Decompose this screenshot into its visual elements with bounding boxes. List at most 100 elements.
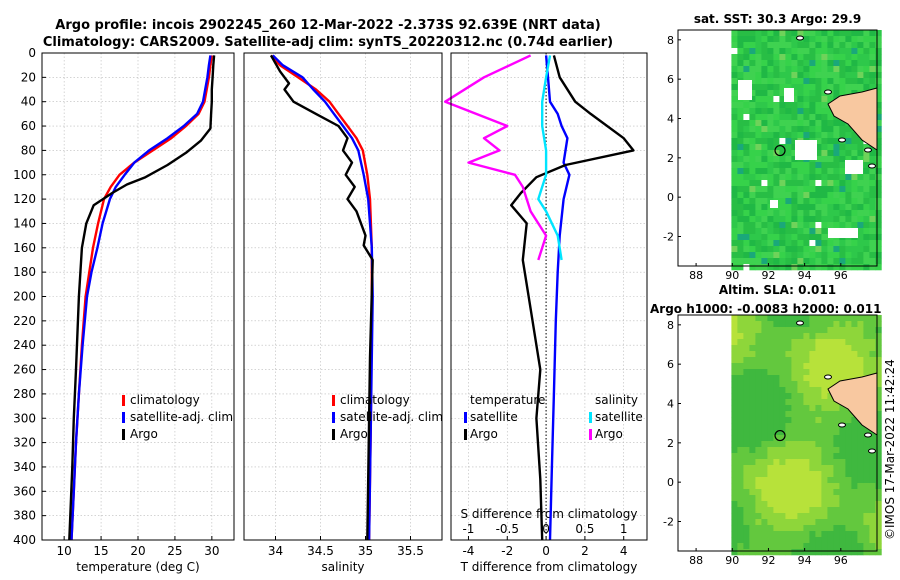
- sst_map-cell: [773, 48, 780, 55]
- sla_map-cell: [869, 435, 876, 442]
- sla_map-cell: [809, 525, 816, 532]
- sla_map-cell: [779, 345, 786, 352]
- sla_map-cell: [827, 549, 834, 556]
- sst_map-cell: [767, 102, 774, 109]
- sst_map-cell: [791, 252, 798, 259]
- sst_map-cell: [845, 78, 852, 85]
- sla_map-ytick-label-5: 8: [667, 319, 674, 332]
- sla_map-cell: [851, 327, 858, 334]
- sla_map-cell: [785, 549, 792, 556]
- sla_map-cell: [845, 435, 852, 442]
- sla_map-cell: [839, 501, 846, 508]
- sst_map-cell: [833, 90, 840, 97]
- sst_map-cell: [761, 102, 768, 109]
- sst_map-cell: [731, 180, 738, 187]
- sst_map-cell: [779, 66, 786, 73]
- sst_map-cell: [857, 258, 864, 265]
- sla_map-cell: [755, 519, 762, 526]
- sst_map-cell: [863, 204, 870, 211]
- sla_map-cell: [755, 417, 762, 424]
- sst_map-cell: [767, 246, 774, 253]
- sst_map-cell: [803, 228, 810, 235]
- sst_map-cell: [779, 240, 786, 247]
- sla_map-cell: [737, 357, 744, 364]
- sla_map-cell: [845, 537, 852, 544]
- depth-ytick-label-7: 140: [13, 216, 36, 230]
- sst_map-cell: [743, 48, 750, 55]
- sla_map-cell: [839, 483, 846, 490]
- sla_map-cell: [815, 405, 822, 412]
- sla_map-cell: [755, 405, 762, 412]
- sla_map-cell: [815, 417, 822, 424]
- sla_map-cell: [767, 411, 774, 418]
- sst_map-cell: [731, 84, 738, 91]
- sst_map-cell: [791, 180, 798, 187]
- sst_map-cell: [731, 162, 738, 169]
- sla_map-cell: [875, 513, 882, 520]
- header-title-line1: Argo profile: incois 2902245_260 12-Mar-…: [55, 18, 600, 33]
- sst_map-cell: [863, 252, 870, 259]
- sla_map-cell: [839, 495, 846, 502]
- difference-legend-t-swatch-0: [464, 412, 467, 423]
- sst_map-cell: [845, 126, 852, 133]
- sla_map-cell: [767, 405, 774, 412]
- sla_map-cell: [809, 507, 816, 514]
- sla_map-cell: [857, 321, 864, 328]
- sla_map-island-1: [824, 374, 832, 380]
- sst_map-cell: [755, 42, 762, 49]
- sla_map-cell: [737, 549, 744, 556]
- sst_map-cell: [767, 126, 774, 133]
- sla_map-cell: [821, 465, 828, 472]
- sla_map-cell: [767, 363, 774, 370]
- sst_map-cell: [875, 66, 882, 73]
- salinity-frame: [243, 52, 443, 541]
- sst_map-cell: [749, 60, 756, 67]
- sla_map-cell: [737, 327, 744, 334]
- sst_map-cell: [809, 222, 816, 229]
- sst_map-argo-marker: [774, 144, 786, 157]
- sst_map-cell: [785, 66, 792, 73]
- sla_map-cell: [755, 447, 762, 454]
- sla_map-cell: [845, 447, 852, 454]
- sla_map-cell: [773, 435, 780, 442]
- sst_map-cell: [815, 90, 822, 97]
- sla_map-cell: [743, 381, 750, 388]
- sst_map-cell: [815, 102, 822, 109]
- sla_map-cell: [809, 417, 816, 424]
- sla_map-cell: [833, 477, 840, 484]
- sst_map-cell: [761, 204, 768, 211]
- sla_map-cell: [875, 417, 882, 424]
- difference-series-3: [444, 54, 548, 261]
- sla_map-cell: [869, 483, 876, 490]
- sla_map-cell: [803, 537, 810, 544]
- sst_map-cell: [815, 54, 822, 61]
- sst_map-cell: [749, 246, 756, 253]
- sst_map-cell: [737, 204, 744, 211]
- sst_map-cell: [821, 114, 828, 121]
- sla_map-cell: [785, 513, 792, 520]
- sst_map-cell: [785, 210, 792, 217]
- sla_map-cell: [797, 507, 804, 514]
- sst_map-cell: [845, 144, 852, 151]
- sla_map-cell: [755, 351, 762, 358]
- sla_map-cell: [749, 513, 756, 520]
- sla_map-cell: [803, 531, 810, 538]
- sla_map-cell: [815, 549, 822, 556]
- sst_map-cell: [767, 66, 774, 73]
- sst_map-cell: [737, 258, 744, 265]
- sst_map-cell: [797, 48, 804, 55]
- sla_map-cell: [833, 369, 840, 376]
- sla_map-cell: [809, 357, 816, 364]
- sst_map-cell: [773, 210, 780, 217]
- sst_map-cell: [797, 192, 804, 199]
- sst_map-cell: [785, 72, 792, 79]
- sst_map-cell: [737, 42, 744, 49]
- sst_map-cell: [833, 186, 840, 193]
- sst_map-cell: [755, 156, 762, 163]
- sst_map-cell: [737, 264, 744, 271]
- sla_map-cell: [845, 549, 852, 556]
- sst_map-cell: [731, 144, 738, 151]
- sst_map-cell: [851, 240, 858, 247]
- sst_map-cell: [743, 264, 750, 271]
- sla_map-cell: [821, 441, 828, 448]
